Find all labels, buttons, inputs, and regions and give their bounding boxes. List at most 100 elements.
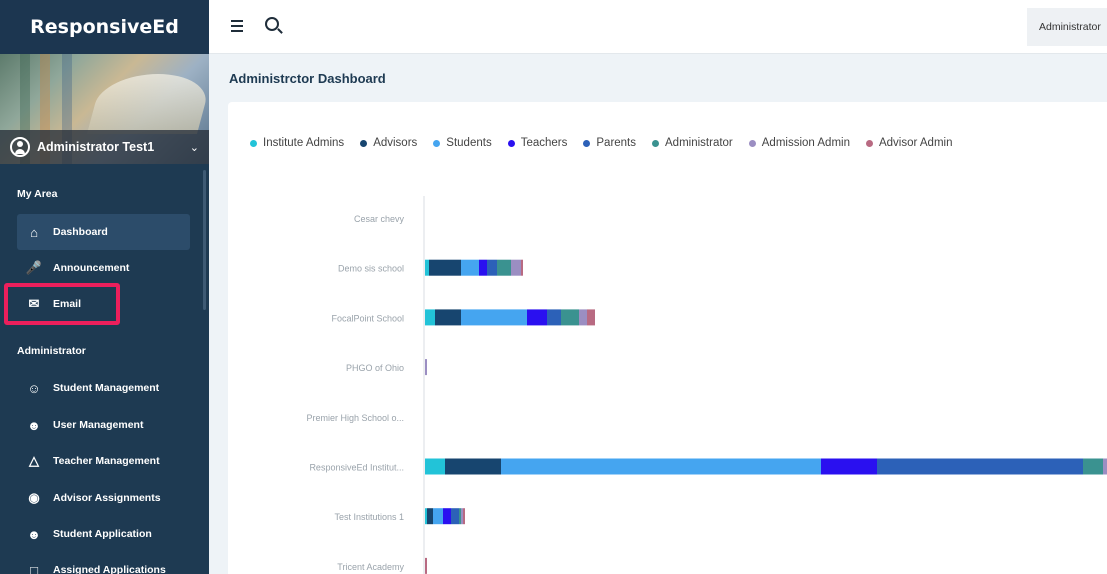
- bar-segment: [425, 458, 445, 475]
- bar-segment: [1083, 458, 1103, 475]
- bar-segment: [435, 309, 461, 326]
- search-icon[interactable]: [265, 17, 279, 31]
- bar-segment: [527, 309, 547, 326]
- legend-item[interactable]: Advisors: [360, 137, 417, 149]
- sidebar-item-label: Announcement: [53, 262, 130, 274]
- sidebar-item-student-management[interactable]: ☺ Student Management: [17, 370, 190, 406]
- sidebar-item-label: Teacher Management: [53, 455, 160, 467]
- user-menu[interactable]: Administrator Test1 ⌄: [0, 130, 209, 164]
- brand-logo: ResponsiveEd: [0, 0, 209, 54]
- sidebar-item-teacher-management[interactable]: △ Teacher Management: [17, 443, 190, 479]
- legend-swatch: [250, 139, 257, 147]
- legend-swatch: [507, 139, 515, 147]
- email-highlight-box: [4, 283, 120, 325]
- bar-segment: [461, 309, 527, 326]
- graduation-cap-icon: △: [29, 453, 39, 468]
- y-tick-label: Tricent Academy: [337, 562, 404, 572]
- bar-segment: [461, 259, 479, 276]
- bar-segment: [429, 259, 461, 276]
- legend-item[interactable]: Advisor Admin: [865, 137, 953, 149]
- y-tick-label: Cesar chevy: [354, 214, 405, 224]
- sidebar-item-label: User Management: [53, 419, 144, 431]
- legend-swatch: [583, 139, 591, 147]
- sidebar-item-advisor-assignments[interactable]: ◉ Advisor Assignments: [17, 480, 190, 516]
- bar-segment: [425, 259, 429, 276]
- bar-segment: [561, 309, 579, 326]
- sidebar-item-dashboard[interactable]: ⌂ Dashboard: [17, 214, 190, 250]
- bar-segment: [461, 508, 463, 525]
- legend-swatch: [652, 139, 660, 147]
- y-tick-label: FocalPoint School: [331, 313, 404, 323]
- legend-label: Students: [446, 137, 492, 149]
- sidebar-scrollbar[interactable]: [203, 170, 206, 310]
- y-tick-label: PHGO of Ohio: [346, 363, 404, 373]
- user-search-icon: ☻: [27, 417, 41, 433]
- sidebar-item-student-application[interactable]: ☻ Student Application: [17, 516, 190, 552]
- chevron-down-icon[interactable]: ⌄: [189, 141, 199, 154]
- book-image: [86, 74, 209, 134]
- legend-label: Administrator: [665, 137, 733, 149]
- bar-segment: [487, 259, 497, 276]
- bar-segment: [521, 259, 523, 276]
- bar-segment: [425, 508, 427, 525]
- sidebar-item-user-management[interactable]: ☻ User Management: [17, 407, 190, 443]
- admin-profile-button[interactable]: Administrator: [1027, 8, 1107, 46]
- bar-segment: [821, 458, 877, 475]
- legend-item[interactable]: Teachers: [507, 137, 568, 149]
- bar-segment: [451, 508, 459, 525]
- bar-segment: [587, 309, 595, 326]
- user-search-icon: ☻: [27, 526, 41, 542]
- user-circle-icon: ◉: [28, 490, 40, 505]
- bar-segment: [579, 309, 587, 326]
- sidebar-item-email[interactable]: ✉ Email: [17, 286, 190, 322]
- section-administrator: Administrator: [17, 345, 86, 357]
- sidebar-item-label: Dashboard: [53, 226, 108, 238]
- sidebar-item-announcement[interactable]: 🎤 Announcement: [17, 250, 190, 286]
- legend-label: Institute Admins: [263, 137, 345, 149]
- topbar: Administrator: [209, 0, 1107, 54]
- legend-swatch: [865, 139, 873, 147]
- sidebar-item-label: Assigned Applications: [53, 564, 166, 574]
- legend-swatch: [748, 139, 756, 147]
- sidebar-item-assigned-applications[interactable]: □ Assigned Applications: [17, 552, 190, 574]
- bar-segment: [433, 508, 443, 525]
- bar-segment: [479, 259, 487, 276]
- user-avatar-icon: [10, 137, 30, 157]
- bar-segment: [459, 508, 461, 525]
- sidebar-item-label: Advisor Assignments: [53, 492, 161, 504]
- bar-segment: [425, 359, 427, 376]
- bar-segment: [877, 458, 1083, 475]
- bar-segment: [443, 508, 451, 525]
- legend-label: Advisor Admin: [878, 137, 953, 149]
- legend-item[interactable]: Parents: [583, 137, 636, 149]
- bar-segment: [497, 259, 511, 276]
- legend-swatch: [360, 139, 368, 147]
- legend-label: Parents: [596, 137, 637, 149]
- legend-item[interactable]: Institute Admins: [250, 137, 344, 149]
- sidebar: ResponsiveEd Administrator Test1 ⌄ My Ar…: [0, 0, 209, 574]
- y-tick-label: Demo sis school: [338, 264, 404, 274]
- y-tick-label: ResponsiveEd Institut...: [309, 463, 404, 473]
- home-icon: ⌂: [30, 224, 38, 240]
- chart-legend: Institute Admins Advisors Students Teachers…: [250, 137, 969, 149]
- clipboard-icon: □: [30, 562, 38, 574]
- sidebar-item-label: Student Management: [53, 382, 160, 394]
- y-tick-label: Premier High School o...: [306, 413, 404, 423]
- legend-label: Admission Admin: [761, 137, 850, 149]
- hamburger-menu-icon[interactable]: [231, 20, 243, 35]
- profile-banner: Administrator Test1 ⌄: [0, 54, 209, 164]
- legend-item[interactable]: Administrator: [652, 137, 733, 149]
- legend-label: Advisors: [373, 137, 418, 149]
- legend-item[interactable]: Students: [433, 137, 492, 149]
- bar-segment: [445, 458, 501, 475]
- bar-segment: [547, 309, 561, 326]
- y-tick-label: Test Institutions 1: [334, 512, 404, 522]
- chart-card: [228, 102, 1107, 574]
- legend-item[interactable]: Admission Admin: [748, 137, 850, 149]
- sidebar-item-label: Email: [53, 298, 82, 310]
- page-title: Administrctor Dashboard: [229, 71, 386, 86]
- mail-icon: ✉: [28, 296, 40, 311]
- bar-segment: [501, 458, 821, 475]
- stacked-bar-chart: Cesar chevy Demo sis school FocalPoint Sch…: [306, 196, 1107, 574]
- legend-label: Teachers: [520, 137, 568, 149]
